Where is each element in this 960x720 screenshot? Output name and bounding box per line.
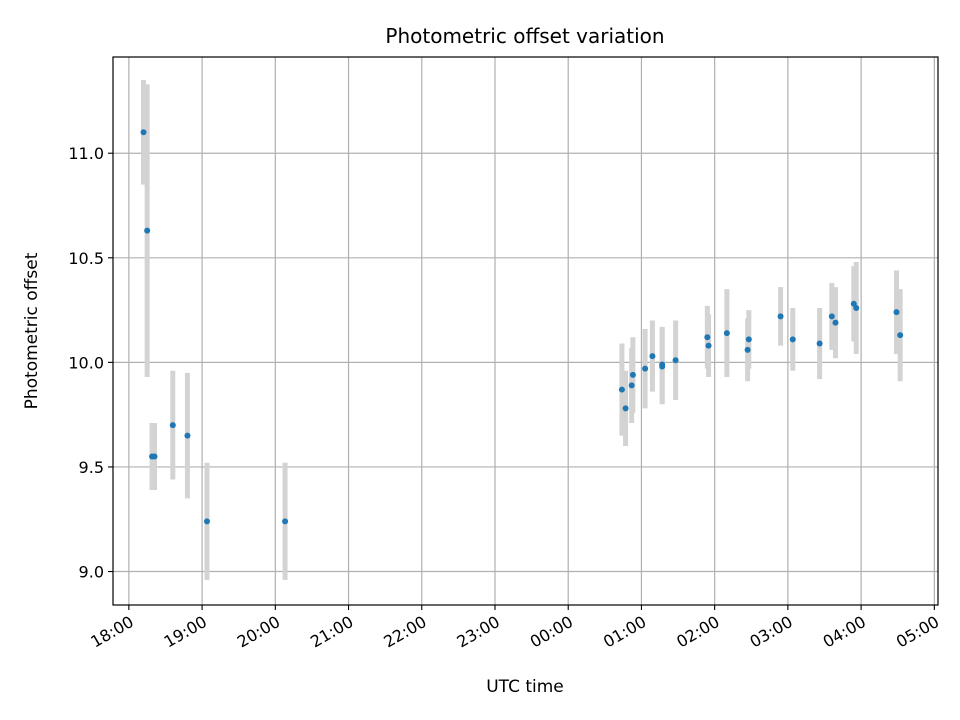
x-tick-label: 05:00: [893, 612, 942, 652]
y-tick-label: 10.5: [68, 249, 104, 268]
data-points: [140, 129, 904, 525]
data-point: [832, 319, 839, 326]
x-tick-label: 23:00: [454, 612, 503, 652]
y-tick-label: 9.5: [79, 458, 104, 477]
data-point: [282, 518, 289, 525]
data-point: [893, 309, 900, 316]
data-point: [140, 129, 147, 136]
data-point: [203, 518, 210, 525]
grid-lines: [113, 57, 938, 605]
x-axis-ticks: 18:00 19:00 20:00 21:00 22:00 23:00 00:00 01:00…: [87, 605, 942, 652]
x-tick-label: 03:00: [746, 612, 795, 652]
data-point: [828, 313, 835, 320]
plot-frame: [112, 56, 939, 606]
data-point: [144, 227, 151, 234]
data-point: [629, 371, 636, 378]
x-tick-label: 04:00: [820, 612, 869, 652]
x-tick-label: 18:00: [87, 612, 136, 652]
x-tick-label: 20:00: [234, 612, 283, 652]
data-point: [622, 405, 629, 412]
y-axis-ticks: 9.0 9.5 10.0 10.5 11.0: [68, 144, 113, 582]
data-point: [628, 382, 635, 389]
x-tick-label: 01:00: [600, 612, 649, 652]
y-tick-label: 11.0: [68, 144, 104, 163]
x-axis-title: UTC time: [486, 677, 564, 697]
data-point: [618, 386, 625, 393]
data-point: [642, 365, 649, 372]
y-tick-label: 10.0: [68, 353, 104, 372]
x-tick-label: 19:00: [161, 612, 210, 652]
x-tick-label: 21:00: [307, 612, 356, 652]
data-point: [777, 313, 784, 320]
data-point: [649, 353, 656, 360]
data-point: [151, 453, 158, 460]
data-point: [745, 336, 752, 343]
chart-title: Photometric offset variation: [385, 24, 664, 48]
data-point: [744, 346, 751, 353]
x-tick-label: 02:00: [673, 612, 722, 652]
data-point: [897, 332, 904, 339]
x-tick-label: 00:00: [527, 612, 576, 652]
x-tick-label: 22:00: [380, 612, 429, 652]
data-point: [723, 330, 730, 337]
data-point: [704, 334, 711, 341]
error-bars: [141, 80, 903, 580]
data-point: [184, 432, 191, 439]
data-point: [816, 340, 823, 347]
data-point: [659, 363, 666, 370]
data-point: [169, 422, 176, 429]
y-axis-title: Photometric offset: [22, 252, 42, 409]
data-point: [705, 342, 712, 349]
data-point: [672, 357, 679, 364]
y-tick-label: 9.0: [79, 563, 104, 582]
data-point: [853, 304, 860, 311]
data-point: [789, 336, 796, 343]
